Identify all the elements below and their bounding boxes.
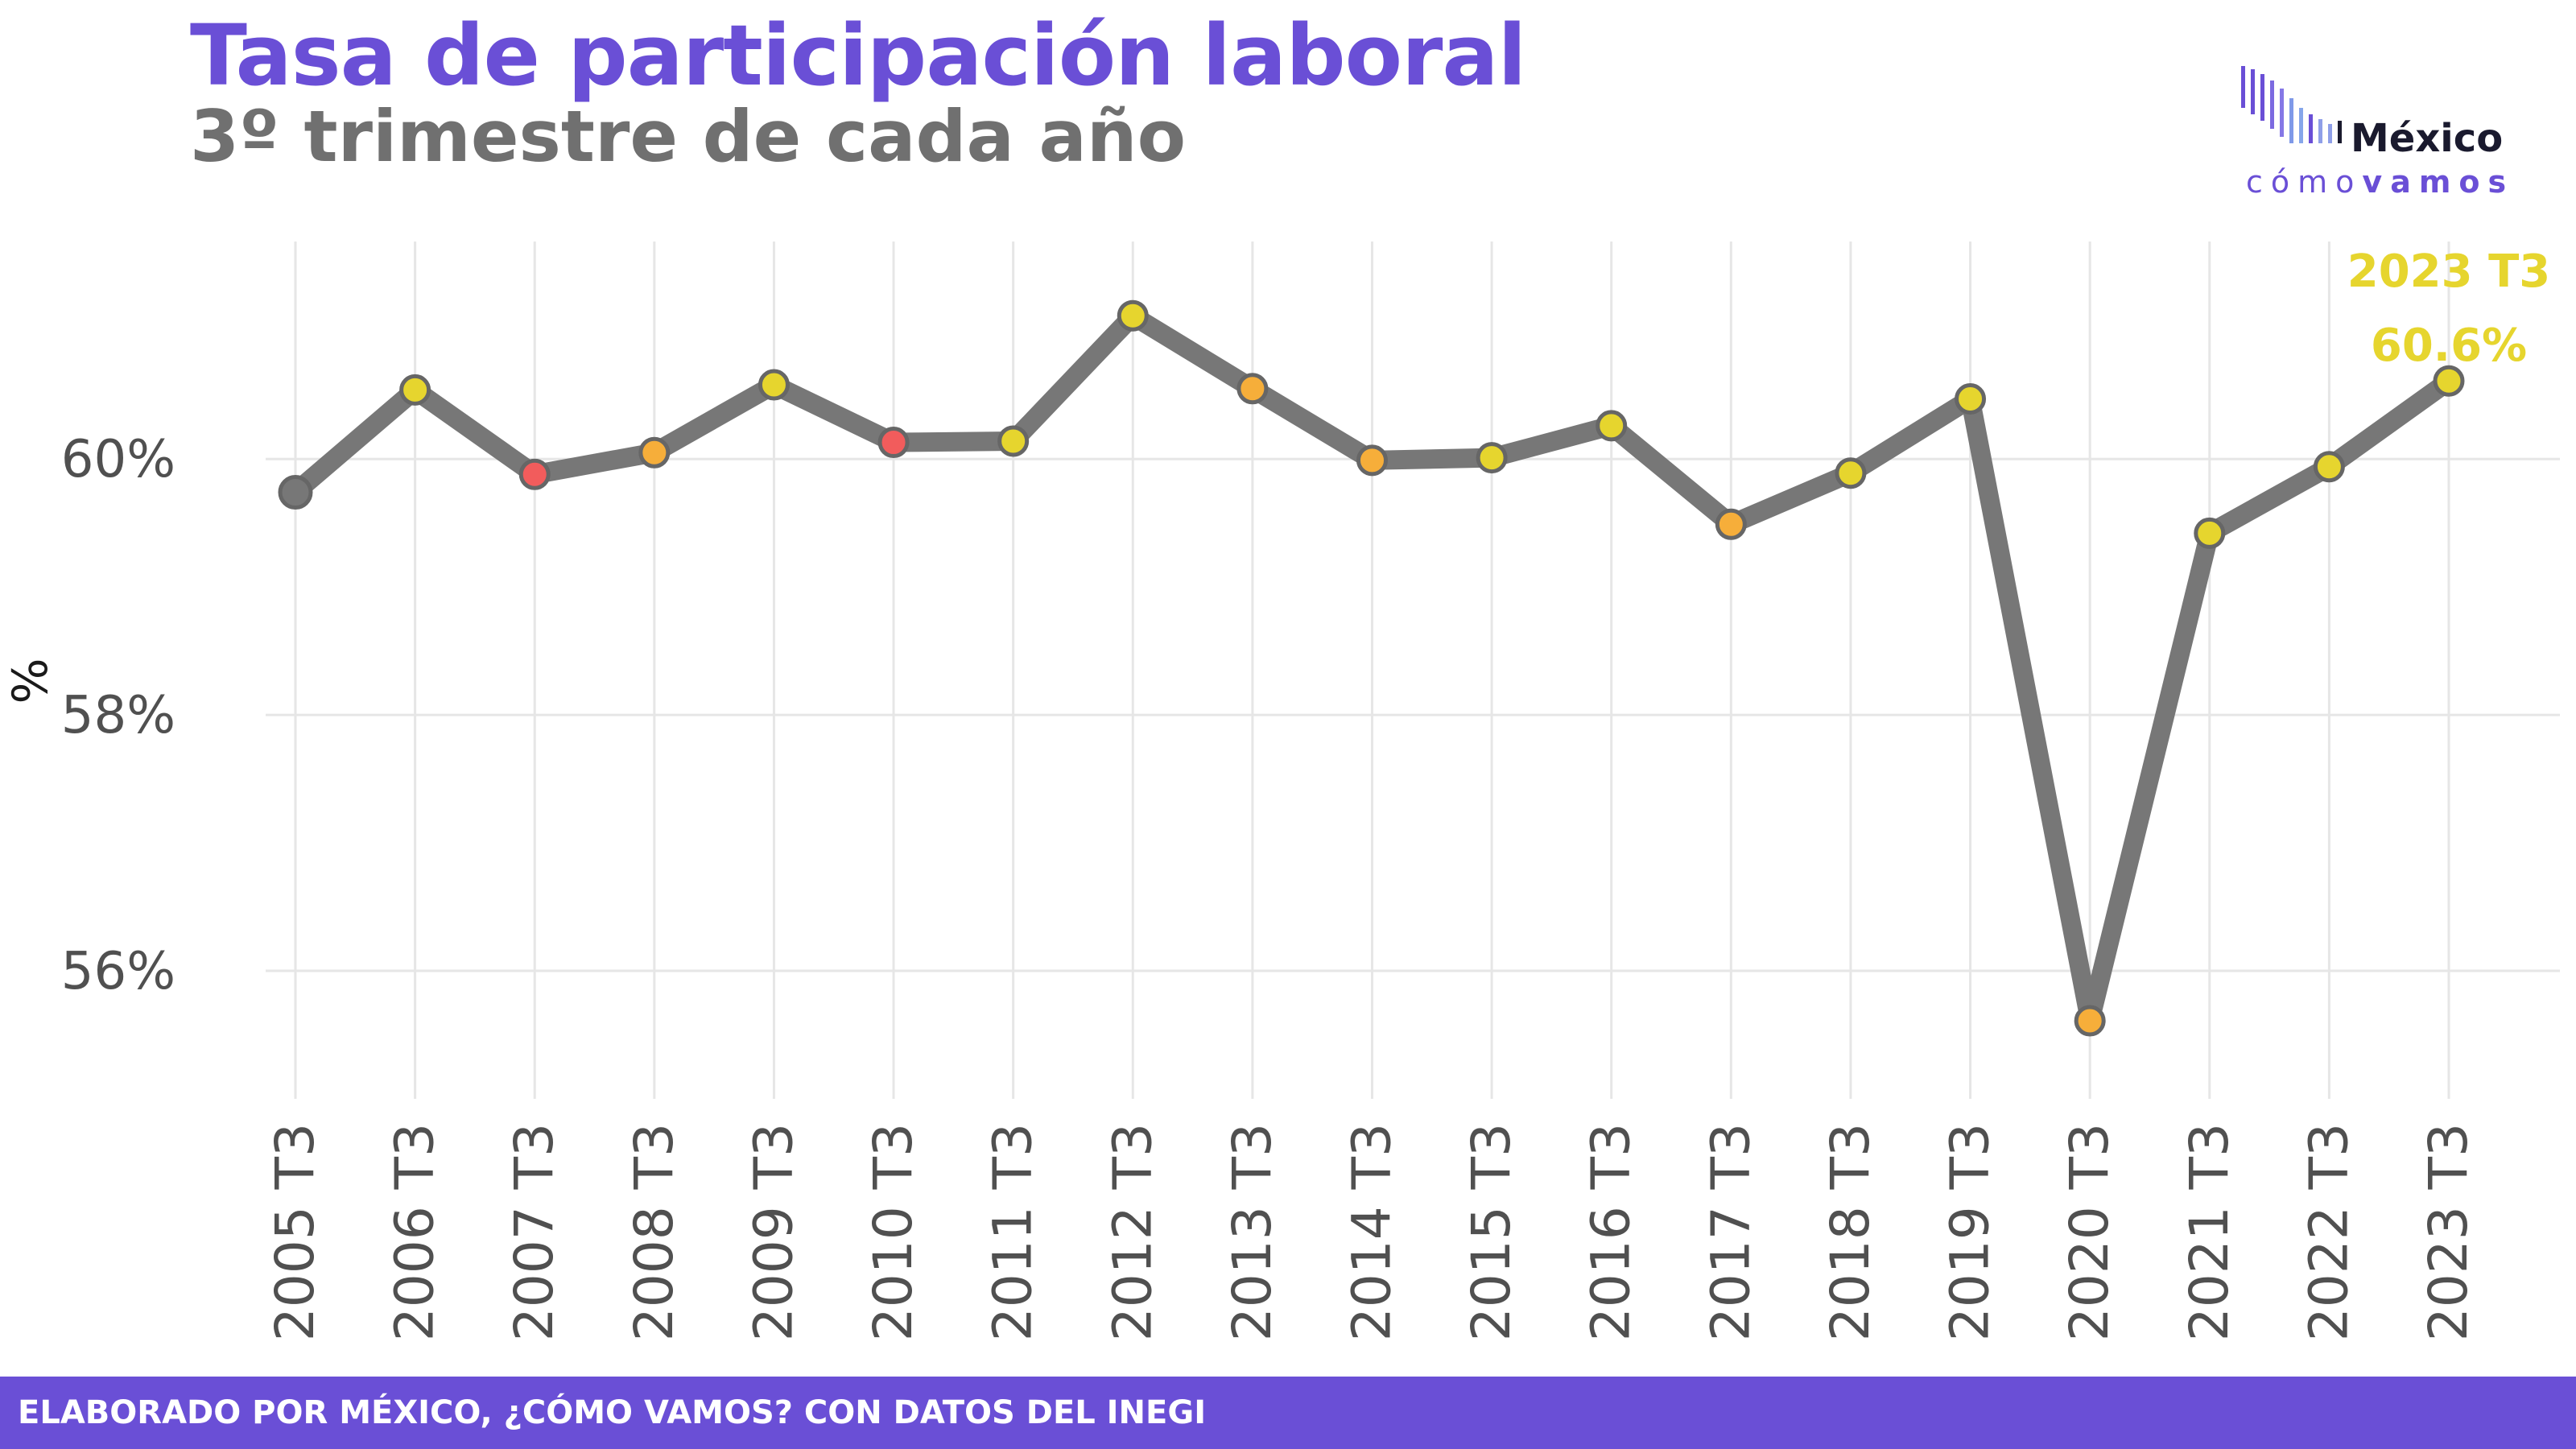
data-point <box>1117 299 1149 332</box>
data-point <box>1715 508 1747 540</box>
x-tick-label: 2008 T3 <box>623 1123 685 1341</box>
footer-source: ELABORADO POR MÉXICO, ¿CÓMO VAMOS? CON D… <box>18 1394 1207 1431</box>
x-tick-label: 2017 T3 <box>1699 1123 1761 1341</box>
x-tick-label: 2013 T3 <box>1221 1123 1283 1341</box>
data-point <box>2074 1005 2106 1037</box>
x-tick-label: 2007 T3 <box>503 1123 565 1341</box>
data-point <box>1236 373 1269 405</box>
data-point <box>2433 365 2465 397</box>
x-tick-label: 2012 T3 <box>1101 1123 1163 1341</box>
annotation-value: 60.6% <box>2371 320 2527 372</box>
data-point <box>2194 517 2226 549</box>
data-point <box>758 369 790 401</box>
annotation-label: 2023 T3 <box>2347 246 2551 298</box>
x-tick-label: 2009 T3 <box>742 1123 804 1341</box>
x-tick-label: 2021 T3 <box>2178 1123 2240 1341</box>
y-tick-label: 56% <box>61 942 175 1001</box>
x-tick-label: 2018 T3 <box>1819 1123 1881 1341</box>
footer-bar: ELABORADO POR MÉXICO, ¿CÓMO VAMOS? CON D… <box>0 1377 2576 1449</box>
logo-word: México <box>2351 116 2504 161</box>
data-point <box>877 427 910 459</box>
x-tick-label: 2010 T3 <box>862 1123 924 1341</box>
data-point <box>1835 457 1867 489</box>
x-tick-label: 2011 T3 <box>982 1123 1044 1341</box>
chart-subtitle: 3º trimestre de cada año <box>190 95 1187 178</box>
x-tick-label: 2022 T3 <box>2297 1123 2359 1341</box>
data-point <box>278 475 313 510</box>
mexico-como-vamos-logo: México cómovamos <box>2238 61 2528 206</box>
x-tick-label: 2019 T3 <box>1939 1123 2001 1341</box>
chart-title: Tasa de participación laboral <box>190 6 1526 105</box>
data-point <box>518 458 551 490</box>
y-tick-label: 60% <box>61 430 175 489</box>
data-point <box>399 374 431 406</box>
x-tick-label: 2006 T3 <box>384 1123 446 1341</box>
bars-logo-icon <box>2241 66 2342 143</box>
line-chart: 56% 58% 60%% 2005 T3 2006 T3 2007 T3 2008 T3 20… <box>2 242 2560 1341</box>
x-tick-label: 2016 T3 <box>1580 1123 1642 1341</box>
data-point <box>1356 444 1388 477</box>
y-axis-label: % <box>2 658 59 704</box>
data-point <box>1955 383 1987 415</box>
data-point <box>2313 451 2345 483</box>
data-point <box>1476 442 1508 474</box>
logo-subtext: cómovamos <box>2246 164 2515 200</box>
data-point <box>1596 410 1628 442</box>
data-point <box>638 436 671 469</box>
y-tick-label: 58% <box>61 686 175 745</box>
x-tick-label: 2015 T3 <box>1460 1123 1522 1341</box>
x-tick-label: 2014 T3 <box>1341 1123 1403 1341</box>
x-tick-label: 2020 T3 <box>2058 1123 2120 1341</box>
x-tick-label: 2023 T3 <box>2417 1123 2479 1341</box>
x-tick-label: 2005 T3 <box>264 1123 326 1341</box>
data-point <box>997 425 1030 457</box>
